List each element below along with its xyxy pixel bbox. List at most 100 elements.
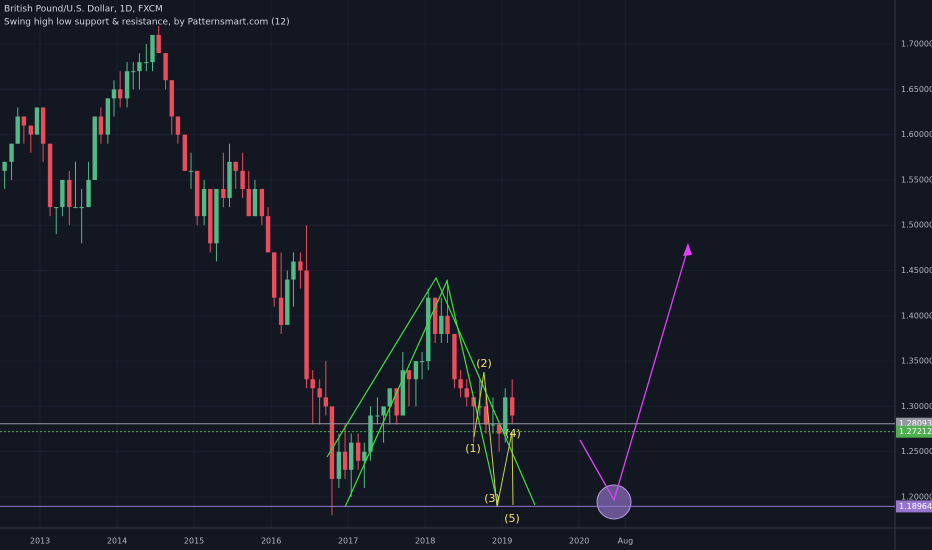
price-label: 1.18964 <box>899 502 932 511</box>
chart-title: British Pound/U.S. Dollar, 1D, FXCM <box>4 5 163 15</box>
candle-body <box>452 333 457 380</box>
candle-body <box>214 188 219 244</box>
candle-body <box>419 361 425 363</box>
candle-body <box>92 116 97 180</box>
candle-body <box>9 143 14 162</box>
candle-body <box>496 424 502 434</box>
wave-label: (1) <box>465 442 481 455</box>
y-tick-label: 1.60000 <box>901 130 932 139</box>
drawings <box>326 243 692 520</box>
candle-body <box>310 379 315 389</box>
candle-body <box>400 370 406 416</box>
x-tick-label: 2017 <box>338 537 358 546</box>
x-tick-label: 2018 <box>415 537 435 546</box>
y-tick-label: 1.50000 <box>901 221 932 230</box>
candle-body <box>28 125 34 135</box>
candle-body <box>349 442 354 470</box>
candle-body <box>503 397 508 434</box>
y-tick-label: 1.30000 <box>901 402 932 411</box>
price-label: 1.28093 <box>899 419 932 428</box>
trend-line <box>326 276 536 506</box>
candle-body <box>227 161 232 199</box>
price-label: 1.27212 <box>899 427 932 436</box>
candle-body <box>86 179 91 208</box>
candle-body <box>60 179 65 208</box>
candle-body <box>246 188 251 217</box>
trend-line <box>344 279 499 508</box>
y-tick-label: 1.70000 <box>901 40 932 49</box>
candle-body <box>426 297 431 362</box>
candle-body <box>336 451 342 479</box>
candle-body <box>175 116 181 135</box>
candle-body <box>67 179 72 208</box>
candle-body <box>252 188 258 217</box>
y-tick-label: 1.20000 <box>901 493 932 502</box>
candle-body <box>137 62 142 72</box>
candle-body <box>47 143 53 208</box>
candle-body <box>271 252 277 298</box>
y-tick-label: 1.35000 <box>901 357 932 366</box>
candle-body <box>182 134 188 171</box>
candle-body <box>477 406 483 408</box>
x-tick-label: 2020 <box>569 537 589 546</box>
candle-body <box>464 388 469 398</box>
y-tick-label: 1.40000 <box>901 311 932 320</box>
candle-body <box>111 89 117 99</box>
candle-body <box>406 370 412 380</box>
x-tick-label: Aug <box>618 537 634 546</box>
candle-body <box>304 270 309 380</box>
candle-body <box>169 80 174 117</box>
candle-body <box>483 406 489 425</box>
candle-body <box>362 451 367 461</box>
candle-body <box>375 415 380 417</box>
x-tick-label: 2015 <box>184 537 204 546</box>
candle-body <box>285 279 290 325</box>
candle-body <box>394 388 399 416</box>
candle-body <box>144 62 149 64</box>
candle-body <box>240 170 245 189</box>
candle-body <box>201 188 207 217</box>
y-tick-label: 1.25000 <box>901 447 932 456</box>
candle-body <box>233 161 238 171</box>
candle-body <box>54 207 59 209</box>
candle-body <box>124 71 130 99</box>
candle-body <box>458 379 463 389</box>
indicator-title: Swing high low support & resistance, by … <box>4 18 290 28</box>
candle-body <box>34 107 40 135</box>
candle-body <box>509 397 515 416</box>
candle-body <box>221 188 226 199</box>
y-tick-label: 1.45000 <box>901 266 932 275</box>
projection-arrow <box>579 247 689 502</box>
candle-body <box>2 161 7 171</box>
candle-body <box>490 424 496 426</box>
candle-body <box>265 216 271 253</box>
candle-body <box>131 71 136 73</box>
wave-line <box>473 371 514 508</box>
candle-body <box>368 415 373 452</box>
target-circle <box>596 484 632 520</box>
y-tick-label: 1.55000 <box>901 175 932 184</box>
candle-body <box>445 315 450 334</box>
candle-body <box>381 406 386 416</box>
candle-body <box>194 170 200 217</box>
candle-body <box>329 406 335 479</box>
x-tick-label: 2019 <box>492 537 512 546</box>
y-tick-label: 1.65000 <box>901 85 932 94</box>
candle-body <box>73 207 78 209</box>
candle-body <box>387 388 392 407</box>
candle-body <box>163 53 168 81</box>
x-tick-label: 2014 <box>107 537 127 546</box>
candle-body <box>117 89 123 99</box>
candle-body <box>98 116 104 135</box>
candle-body <box>40 107 46 144</box>
wave-label: (3) <box>484 492 500 505</box>
candle-body <box>208 188 213 244</box>
price-label-box <box>896 500 932 513</box>
candle-body <box>439 315 444 334</box>
candle-body <box>342 451 348 470</box>
wave-label: (2) <box>476 357 492 370</box>
candle-body <box>15 116 20 144</box>
candle-body <box>291 261 296 280</box>
candle-body <box>156 34 161 54</box>
